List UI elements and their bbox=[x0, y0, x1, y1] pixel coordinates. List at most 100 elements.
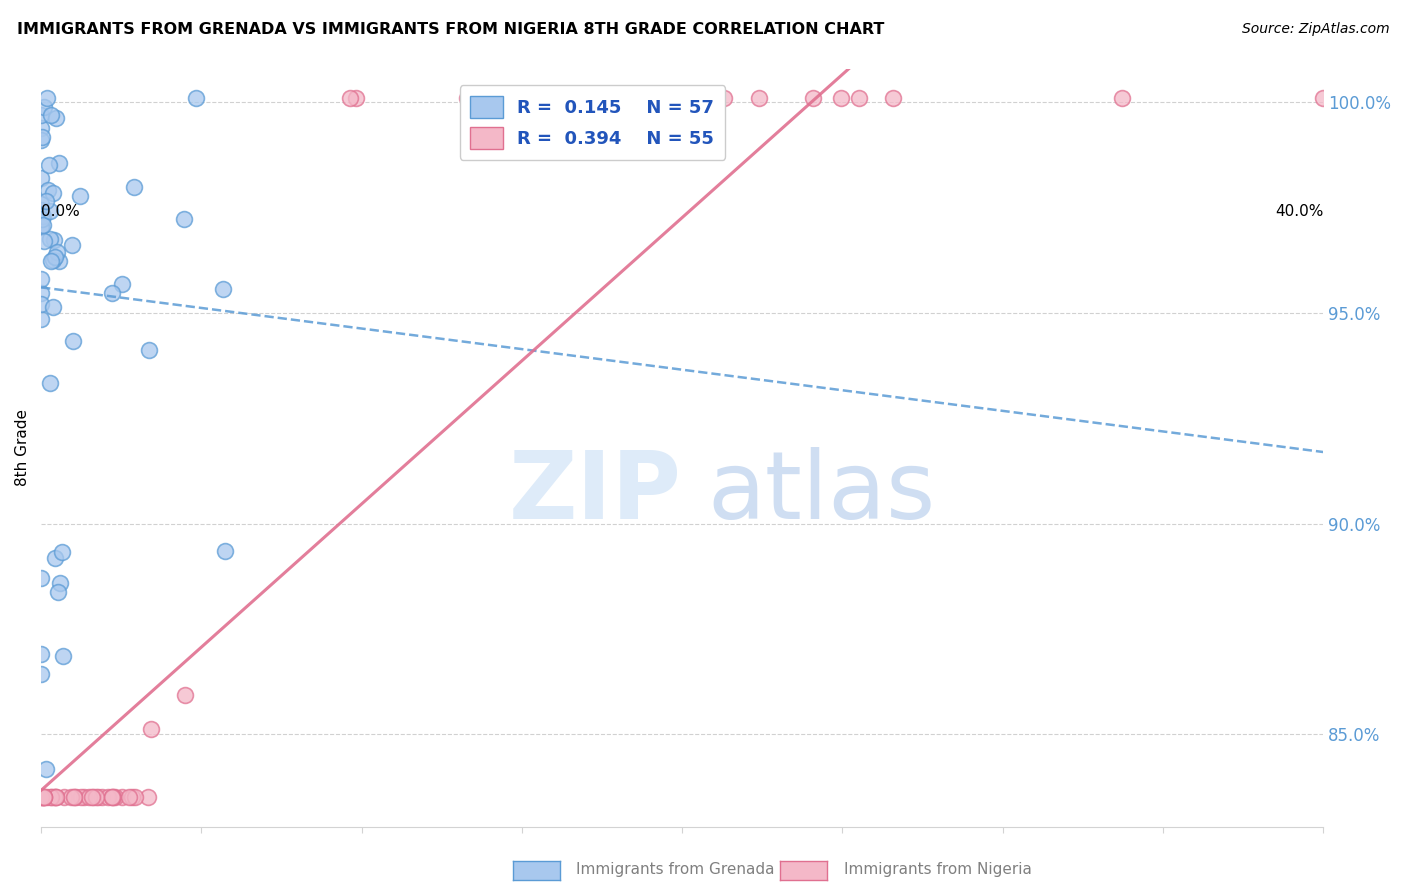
Y-axis label: 8th Grade: 8th Grade bbox=[15, 409, 30, 486]
Point bbox=[212, 282, 235, 296]
Point bbox=[45, 790, 67, 805]
Point bbox=[73, 790, 96, 805]
Point bbox=[52, 649, 75, 664]
Point bbox=[30, 207, 52, 221]
Point bbox=[30, 202, 52, 217]
Point bbox=[344, 91, 367, 105]
Point bbox=[59, 790, 82, 805]
Point bbox=[456, 91, 478, 105]
Point bbox=[91, 790, 114, 805]
Point bbox=[124, 790, 146, 805]
Point bbox=[30, 220, 52, 235]
Point bbox=[747, 91, 769, 105]
Point bbox=[39, 203, 62, 218]
Point bbox=[174, 688, 197, 702]
Point bbox=[463, 91, 485, 105]
Point bbox=[1111, 91, 1133, 105]
Point bbox=[30, 219, 52, 233]
Point bbox=[882, 91, 904, 105]
Point bbox=[51, 545, 73, 559]
Point bbox=[30, 667, 52, 681]
Point bbox=[38, 158, 60, 172]
Point bbox=[30, 571, 52, 585]
Point bbox=[97, 790, 120, 805]
Point bbox=[84, 790, 107, 805]
Point bbox=[82, 790, 104, 805]
Text: atlas: atlas bbox=[707, 447, 936, 539]
Point bbox=[713, 91, 735, 105]
Point bbox=[34, 790, 56, 805]
Point bbox=[214, 544, 236, 558]
Point bbox=[830, 91, 852, 105]
Point bbox=[45, 790, 67, 805]
Point bbox=[39, 790, 62, 805]
Point bbox=[32, 209, 55, 223]
Legend: R =  0.145    N = 57, R =  0.394    N = 55: R = 0.145 N = 57, R = 0.394 N = 55 bbox=[460, 85, 725, 160]
Point bbox=[526, 91, 548, 105]
Point bbox=[30, 647, 52, 661]
Point bbox=[30, 790, 52, 805]
Point bbox=[49, 575, 72, 590]
Point bbox=[34, 790, 56, 805]
Point bbox=[30, 171, 52, 186]
Point bbox=[77, 790, 100, 805]
Point bbox=[32, 100, 55, 114]
Point bbox=[31, 212, 53, 227]
Point bbox=[30, 121, 52, 136]
Point bbox=[801, 91, 824, 105]
Point bbox=[136, 790, 159, 805]
Point bbox=[139, 722, 162, 736]
Point bbox=[48, 254, 70, 268]
Point bbox=[46, 244, 69, 259]
Text: Immigrants from Nigeria: Immigrants from Nigeria bbox=[844, 863, 1032, 877]
Point bbox=[101, 790, 124, 805]
Point bbox=[41, 790, 63, 805]
Text: 40.0%: 40.0% bbox=[1275, 203, 1323, 219]
Point bbox=[39, 108, 62, 122]
Point bbox=[42, 186, 65, 200]
Point bbox=[30, 312, 52, 326]
Point bbox=[31, 790, 53, 805]
Point bbox=[62, 790, 84, 805]
Point bbox=[138, 343, 160, 357]
Point bbox=[39, 376, 62, 390]
Point bbox=[30, 108, 52, 122]
Point bbox=[30, 197, 52, 211]
Point bbox=[62, 334, 84, 348]
Point bbox=[42, 252, 65, 267]
Point bbox=[42, 300, 65, 314]
Point bbox=[34, 762, 56, 776]
Point bbox=[42, 234, 65, 248]
Text: 0.0%: 0.0% bbox=[41, 203, 80, 219]
Point bbox=[101, 790, 124, 805]
Point bbox=[30, 272, 52, 286]
Point bbox=[63, 790, 86, 805]
Point bbox=[35, 194, 58, 209]
Point bbox=[538, 91, 561, 105]
Point bbox=[60, 237, 83, 252]
Point bbox=[118, 790, 141, 805]
Point bbox=[44, 250, 66, 264]
Point bbox=[37, 91, 59, 105]
Point bbox=[111, 790, 134, 805]
Point bbox=[339, 91, 361, 105]
Point bbox=[103, 790, 125, 805]
Point bbox=[48, 155, 70, 169]
Point bbox=[516, 91, 538, 105]
Text: IMMIGRANTS FROM GRENADA VS IMMIGRANTS FROM NIGERIA 8TH GRADE CORRELATION CHART: IMMIGRANTS FROM GRENADA VS IMMIGRANTS FR… bbox=[17, 22, 884, 37]
Point bbox=[80, 790, 103, 805]
Point bbox=[39, 253, 62, 268]
Point bbox=[65, 790, 87, 805]
Point bbox=[173, 211, 195, 226]
Point bbox=[69, 790, 91, 805]
Point bbox=[30, 133, 52, 147]
Point bbox=[101, 286, 124, 301]
Point bbox=[122, 180, 145, 194]
Point bbox=[44, 790, 66, 805]
Text: Source: ZipAtlas.com: Source: ZipAtlas.com bbox=[1241, 22, 1389, 37]
Point bbox=[111, 277, 134, 291]
Point bbox=[848, 91, 870, 105]
Point bbox=[613, 91, 636, 105]
Point bbox=[44, 790, 66, 805]
Point bbox=[46, 584, 69, 599]
